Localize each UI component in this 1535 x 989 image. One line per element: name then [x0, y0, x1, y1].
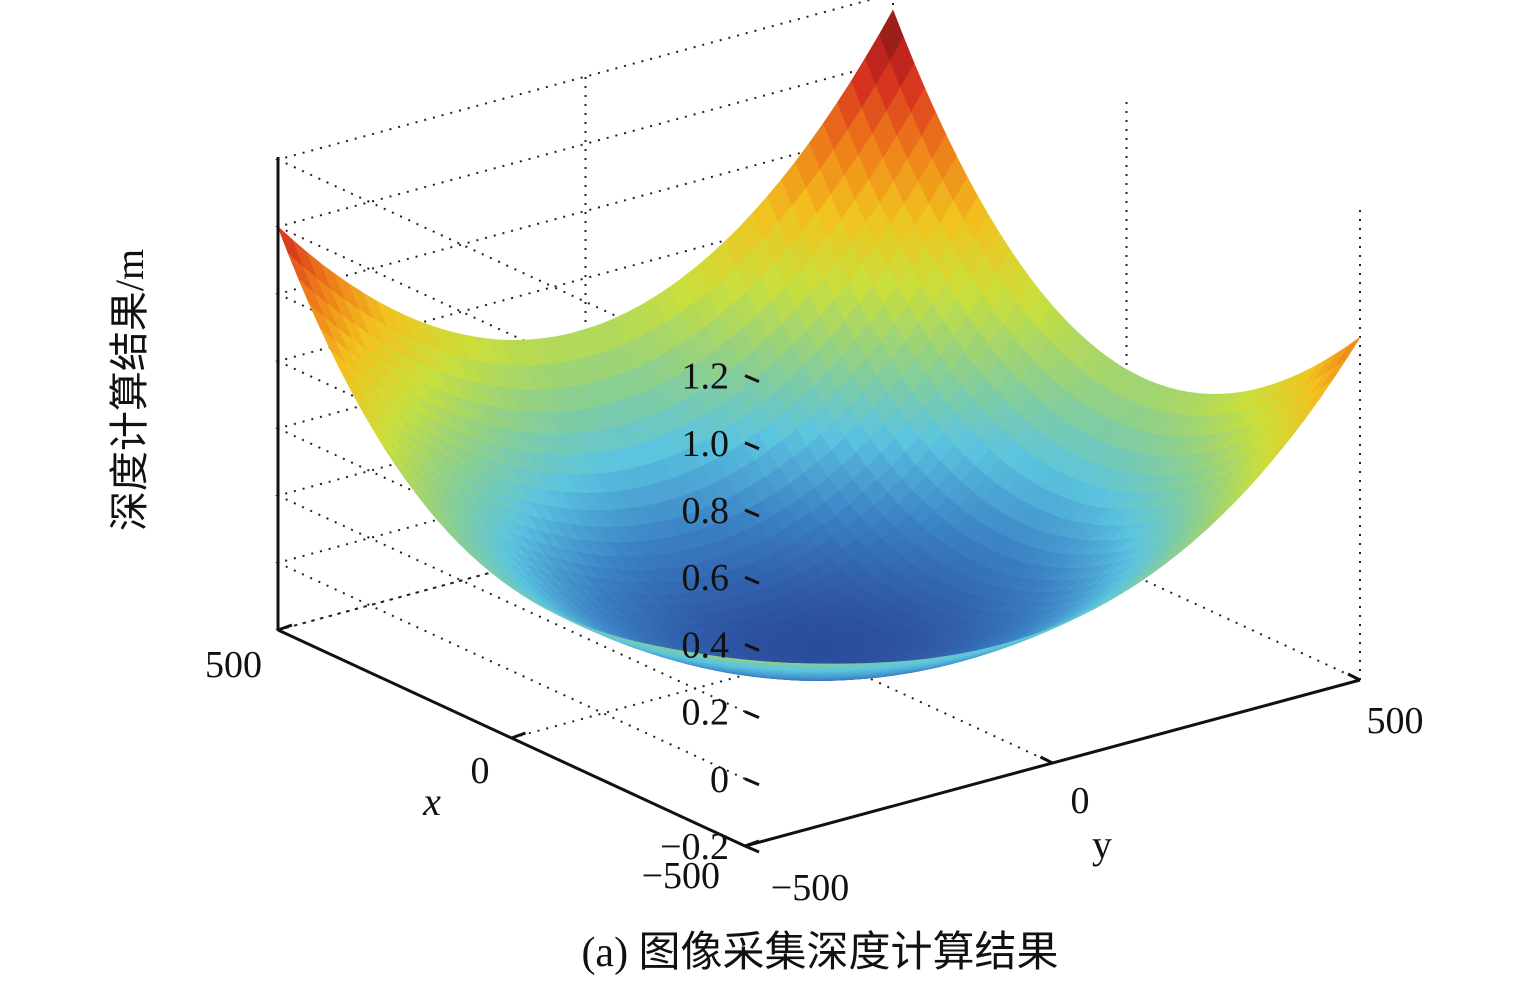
y-tick-label-neg500: −500 — [771, 867, 849, 909]
y-tick-mark-1 — [1347, 672, 1361, 682]
x-tick-label-500: 500 — [205, 644, 262, 686]
z-tick-mark-2 — [744, 508, 760, 518]
z-axis-label: 深度计算结果/m — [107, 249, 152, 531]
x-tick-mark-2 — [277, 623, 293, 632]
z-tick-label-3: 0.6 — [682, 557, 730, 599]
x-tick-label-0: 0 — [471, 750, 490, 792]
z-tick-label-0: 1.2 — [682, 356, 730, 398]
z-tick-mark-6 — [744, 777, 760, 787]
z-tick-label-6: 0 — [710, 759, 729, 801]
z-tick-label-1: 1.0 — [682, 423, 730, 465]
z-tick-mark-0 — [744, 374, 760, 383]
z-tick-mark-3 — [744, 575, 760, 585]
surface-plot — [277, 9, 1361, 681]
x-axis-label: x — [422, 779, 441, 824]
z-tick-label-4: 0.4 — [682, 624, 730, 666]
y-tick-label-0: 0 — [1071, 780, 1090, 822]
z-tick-mark-1 — [744, 441, 760, 451]
x-tick-mark-1 — [510, 731, 527, 740]
y-tick-mark-0 — [1039, 755, 1054, 765]
z-tick-label-7: −0.2 — [660, 826, 729, 868]
z-tick-label-2: 0.8 — [682, 490, 730, 532]
x-tick-mark-0 — [744, 839, 760, 848]
z-tick-mark-5 — [744, 710, 760, 719]
figure-caption: (a) 图像采集深度计算结果 — [581, 930, 1058, 976]
z-tick-mark-7 — [744, 844, 760, 854]
x-tick-label-neg500: −500 — [642, 855, 720, 897]
surface-patch-1935 — [734, 659, 760, 663]
z-tick-label-5: 0.2 — [682, 692, 730, 734]
y-axis-label: y — [1092, 822, 1112, 867]
z-tick-mark-4 — [744, 643, 760, 652]
z-ticks: 1.2 1.0 0.8 0.6 0.4 0.2 0 −0.2 — [277, 356, 1361, 868]
y-tick-label-500: 500 — [1367, 700, 1424, 742]
